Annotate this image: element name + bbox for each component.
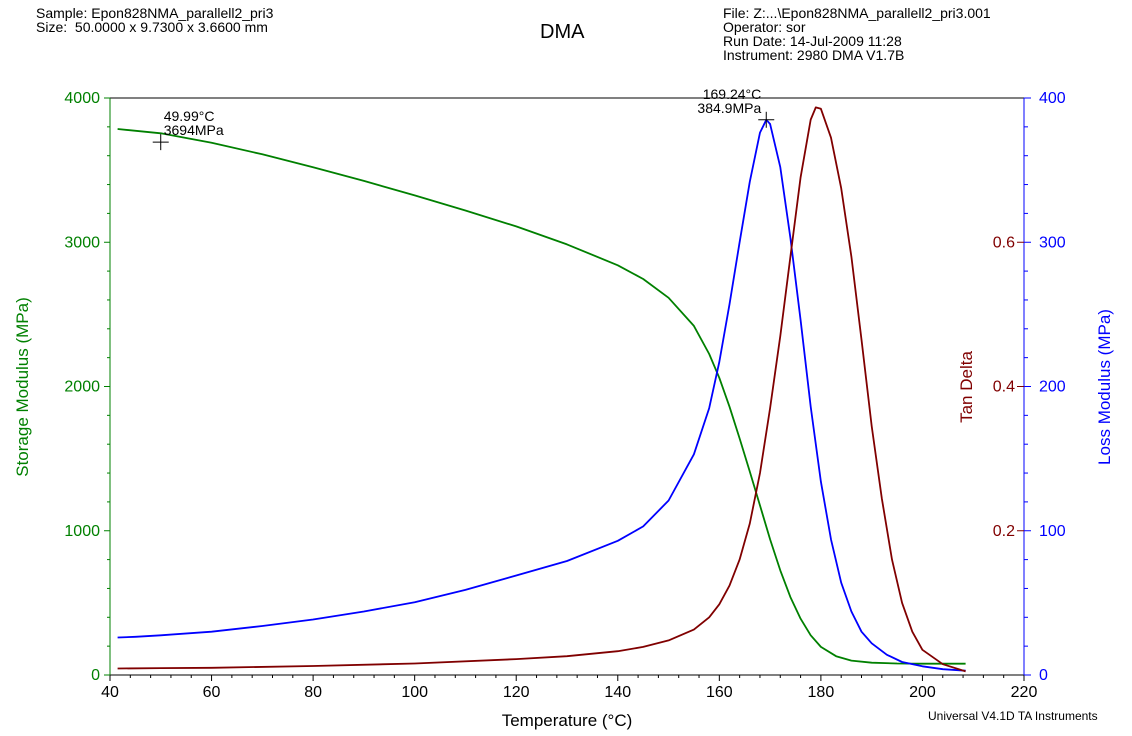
- loss-modulus-line: [117, 118, 966, 672]
- annotation-temperature: 169.24°C: [703, 86, 762, 102]
- sample-name: Sample: Epon828NMA_parallell2_pri3: [36, 5, 274, 21]
- chart-title: DMA: [540, 21, 585, 43]
- tan-delta-axis: 0.2 0.4 0.6: [993, 234, 1024, 540]
- right-tick-label: 200: [1039, 379, 1066, 396]
- right-tick-label: 300: [1039, 234, 1066, 251]
- plot-frame: [110, 97, 1024, 676]
- tan-tick-label: 0.2: [993, 523, 1015, 540]
- header-file-info: File: Z:...\Epon828NMA_parallell2_pri3.0…: [723, 6, 991, 62]
- operator: Operator: sor: [723, 19, 806, 35]
- storage-modulus-line: [117, 128, 966, 665]
- right-axis-label: Loss Modulus (MPa): [1095, 309, 1114, 465]
- instrument: Instrument: 2980 DMA V1.7B: [723, 47, 905, 63]
- loss-modulus-axis: 0 100 200 300 400: [1023, 90, 1066, 684]
- x-tick-label: 60: [203, 684, 221, 701]
- left-tick-label: 4000: [64, 90, 100, 107]
- x-tick-label: 220: [1011, 684, 1038, 701]
- left-tick-label: 3000: [64, 234, 100, 251]
- right-tick-label: 100: [1039, 523, 1066, 540]
- x-tick-label: 180: [808, 684, 835, 701]
- storage-modulus-axis: 0 1000 2000 3000 4000: [64, 90, 111, 684]
- right-tick-label: 400: [1039, 90, 1066, 107]
- tan-delta-line: [117, 106, 966, 673]
- x-axis-label: Temperature (°C): [502, 711, 633, 730]
- sample-size: Size: 50.0000 x 9.7300 x 3.6600 mm: [36, 19, 268, 35]
- x-tick-label: 100: [401, 684, 428, 701]
- tan-tick-label: 0.6: [993, 234, 1015, 251]
- x-tick-label: 160: [706, 684, 733, 701]
- x-tick-label: 200: [909, 684, 936, 701]
- right-tick-label: 0: [1039, 667, 1048, 684]
- tan-tick-label: 0.4: [993, 379, 1015, 396]
- annotation-modulus: 384.9MPa: [697, 100, 761, 116]
- run-date: Run Date: 14-Jul-2009 11:28: [723, 33, 902, 49]
- software-footer: Universal V4.1D TA Instruments: [928, 709, 1098, 723]
- left-tick-label: 1000: [64, 523, 100, 540]
- annotation-temperature: 49.99°C: [164, 108, 215, 124]
- x-axis: 40 60 80 100 120 140 160 180 200 220: [101, 675, 1037, 701]
- x-tick-label: 80: [304, 684, 322, 701]
- x-tick-label: 40: [101, 684, 119, 701]
- series-lines: [117, 106, 966, 673]
- tan-axis-label: Tan Delta: [957, 351, 976, 423]
- annotation-modulus: 3694MPa: [164, 122, 224, 138]
- x-tick-label: 140: [604, 684, 631, 701]
- file-path: File: Z:...\Epon828NMA_parallell2_pri3.0…: [723, 5, 991, 21]
- left-tick-label: 2000: [64, 379, 100, 396]
- x-tick-label: 120: [503, 684, 530, 701]
- header-sample-info: Sample: Epon828NMA_parallell2_pri3 Size: …: [36, 6, 273, 34]
- left-axis-label: Storage Modulus (MPa): [13, 297, 32, 477]
- left-tick-label: 0: [91, 667, 100, 684]
